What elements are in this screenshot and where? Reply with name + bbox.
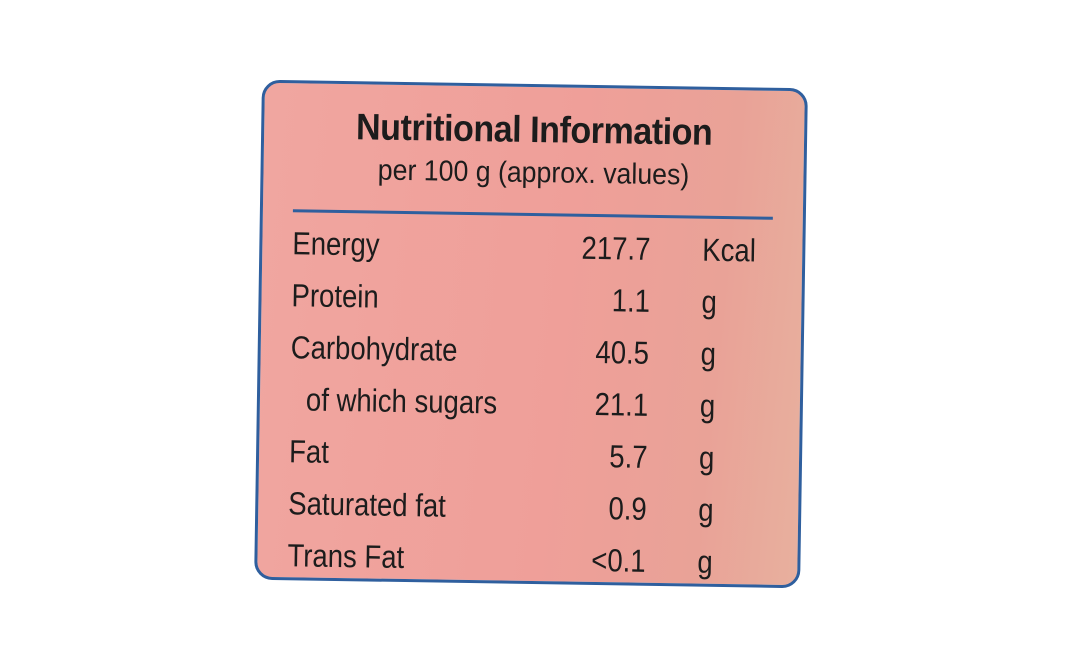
nutrient-row-energy: Energy 217.7 Kcal <box>292 217 763 276</box>
nutrient-row-carbohydrate: Carbohydrate 40.5 g <box>290 321 761 380</box>
label-subtitle: per 100 g (approx. values) <box>377 154 690 192</box>
nutrient-name: of which sugars <box>305 381 498 421</box>
nutrient-value: 1.1 <box>611 282 650 319</box>
nutrient-value: 217.7 <box>581 229 651 267</box>
nutrient-row-sugars: of which sugars 21.1 g <box>290 373 761 432</box>
nutrient-table: Energy 217.7 Kcal Protein 1.1 g Carbohyd… <box>287 217 763 588</box>
nutrient-value: <0.1 <box>590 541 646 579</box>
label-header: Nutritional Information per 100 g (appro… <box>263 83 805 195</box>
nutrient-name: Carbohydrate <box>290 329 458 368</box>
label-title: Nutritional Information <box>355 106 713 153</box>
nutrient-unit: g <box>697 543 714 580</box>
nutrient-name: Energy <box>292 225 380 263</box>
nutrient-value: 5.7 <box>608 438 648 475</box>
nutrient-name: Trans Fat <box>287 537 405 576</box>
nutrient-row-protein: Protein 1.1 g <box>291 269 762 328</box>
nutrient-value: 21.1 <box>594 386 649 423</box>
nutrient-unit: g <box>698 439 715 476</box>
nutrient-name: Protein <box>291 277 380 315</box>
nutrient-name: Saturated fat <box>288 485 447 524</box>
nutrient-value: 40.5 <box>594 334 650 371</box>
nutrient-unit: g <box>699 387 716 424</box>
nutrient-value: 0.9 <box>607 490 647 527</box>
nutrient-unit: g <box>700 335 717 372</box>
nutrient-row-saturated-fat: Saturated fat 0.9 g <box>288 477 759 536</box>
nutrient-unit: Kcal <box>702 231 757 269</box>
nutrient-name: Fat <box>288 433 330 470</box>
nutrient-row-trans-fat: Trans Fat <0.1 g <box>287 529 758 588</box>
nutrient-row-fat: Fat 5.7 g <box>289 425 760 484</box>
nutrition-label: Nutritional Information per 100 g (appro… <box>254 79 808 589</box>
nutrient-unit: g <box>701 283 718 320</box>
nutrient-unit: g <box>697 491 714 528</box>
